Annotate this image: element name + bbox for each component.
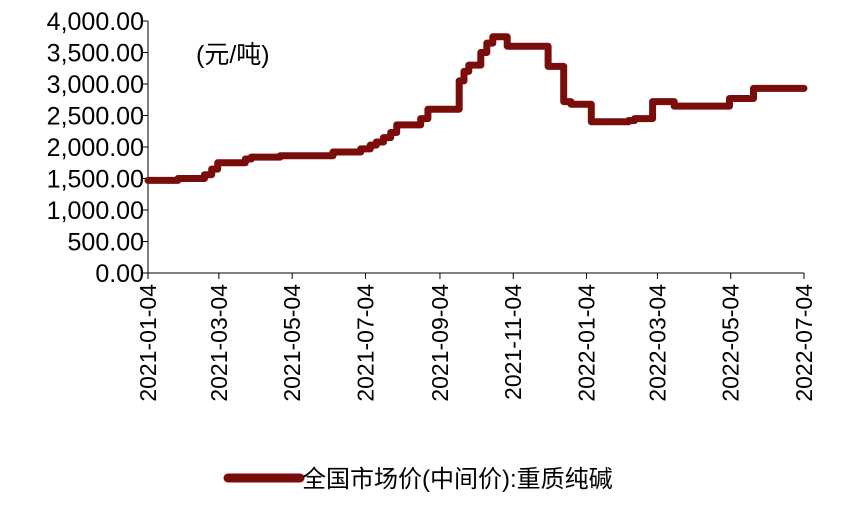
unit-label: (元/吨) (196, 41, 270, 69)
y-tick-label: 3,500.00 (47, 40, 144, 68)
y-tick-label: 2,500.00 (47, 103, 144, 131)
y-tick-label: 500.00 (68, 229, 144, 257)
series-layer (144, 33, 808, 184)
y-tick-label: 2,000.00 (47, 134, 144, 162)
x-tick-label: 2022-07-04 (791, 284, 817, 402)
x-axis: 2021-01-04 2021-03-04 2021-05-04 2021-07-04… (135, 272, 817, 402)
y-tick-label: 1,500.00 (47, 166, 144, 194)
legend: 全国市场价(中间价):重质纯碱 (223, 466, 613, 493)
x-tick-label: 2021-11-04 (500, 284, 526, 400)
y-tick-label: 3,000.00 (47, 71, 144, 99)
y-axis: 0.00 500.00 1,000.00 1,500.00 2,000.00 2,500.… (47, 8, 149, 288)
y-tick-label: 1,000.00 (47, 197, 144, 225)
x-tick-label: 2021-01-04 (135, 284, 161, 402)
legend-label: 全国市场价(中间价):重质纯碱 (302, 466, 613, 493)
y-tick-label: 0.00 (95, 260, 144, 288)
x-tick-label: 2021-05-04 (279, 284, 305, 402)
series-line (144, 33, 808, 184)
x-tick-label: 2022-01-04 (574, 284, 600, 402)
x-tick-label: 2021-03-04 (206, 284, 232, 402)
x-tick-label: 2021-09-04 (427, 284, 453, 402)
x-tick-label: 2021-07-04 (352, 284, 378, 402)
y-tick-label: 4,000.00 (47, 8, 144, 36)
x-tick-label: 2022-03-04 (644, 284, 670, 402)
x-tick-label: 2022-05-04 (718, 284, 744, 402)
